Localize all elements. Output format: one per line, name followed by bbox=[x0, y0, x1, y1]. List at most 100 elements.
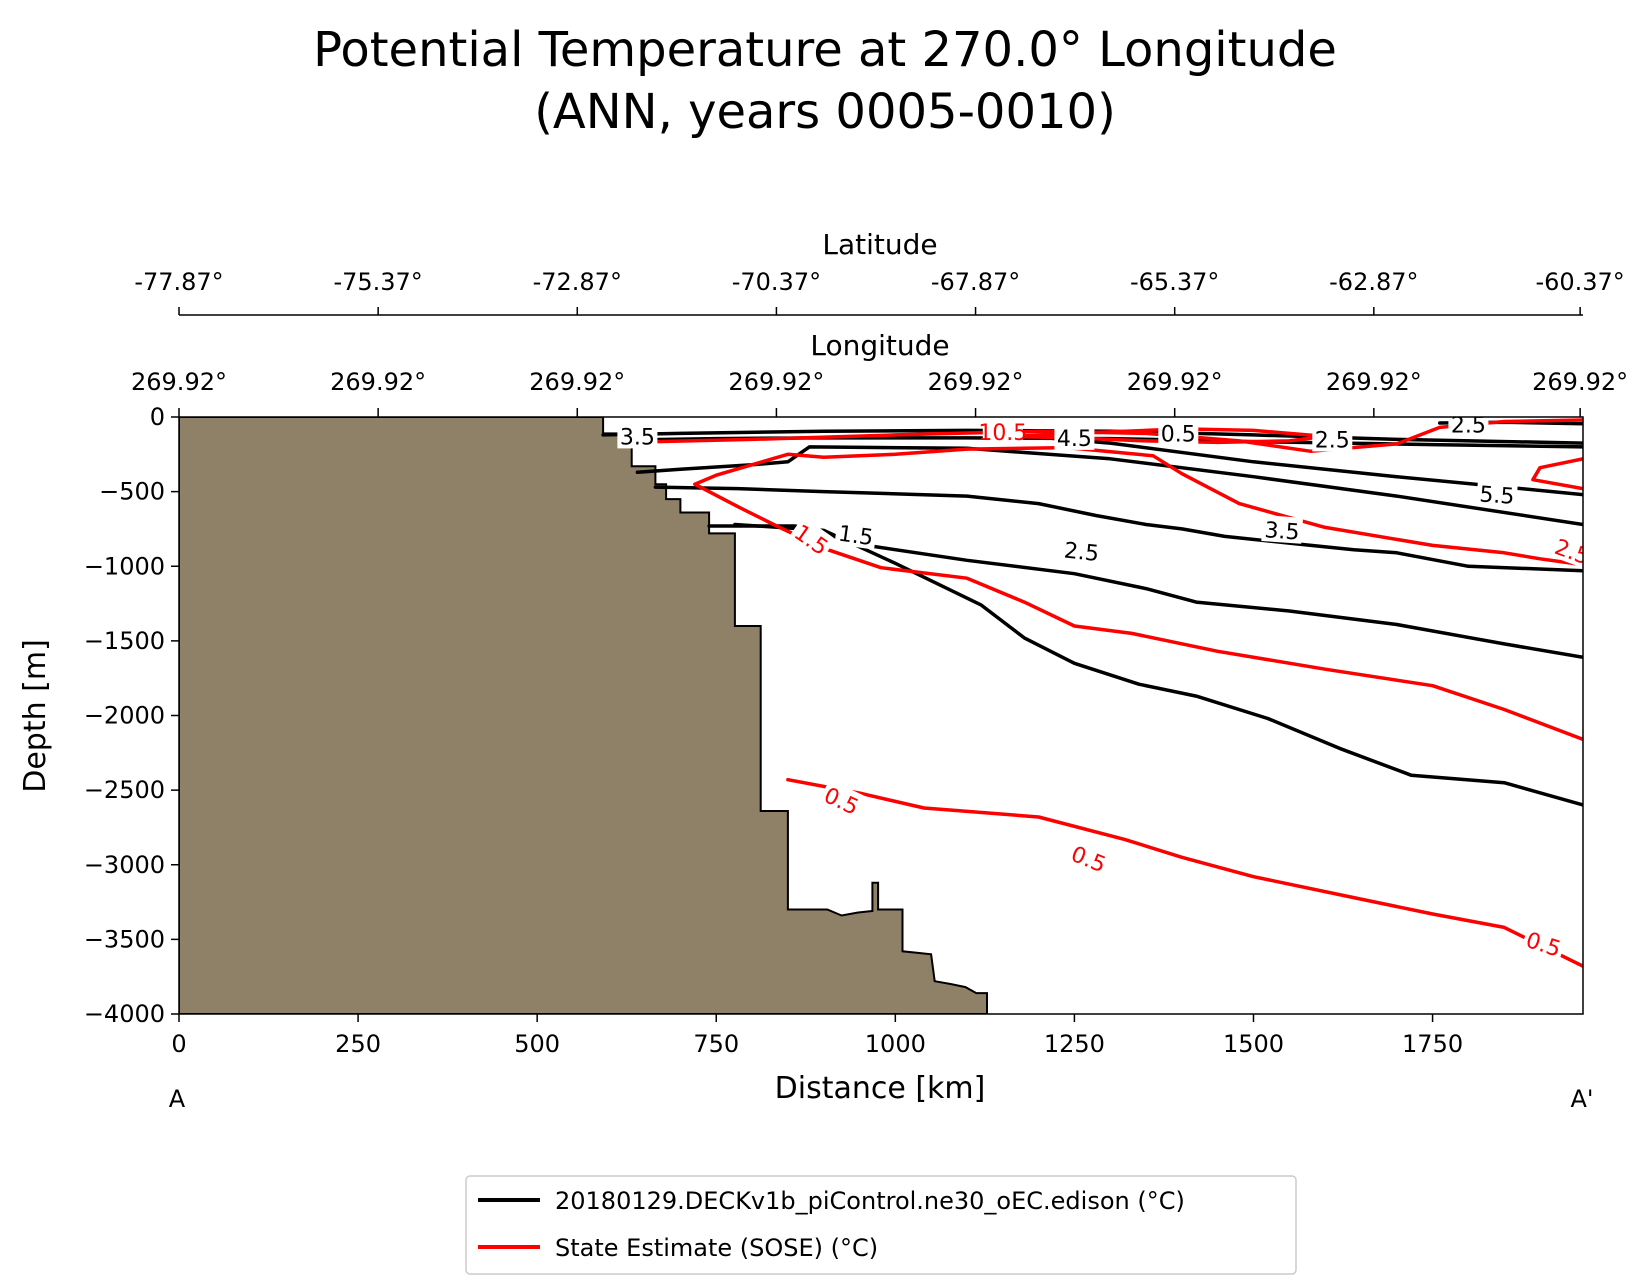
y-axis-label: Depth [m] bbox=[18, 639, 53, 793]
x-tick-label: 1250 bbox=[1044, 1030, 1105, 1058]
chart-title-line2: (ANN, years 0005-0010) bbox=[534, 84, 1116, 140]
y-tick-label: −2000 bbox=[84, 702, 165, 730]
contour-label-gap bbox=[1060, 535, 1103, 566]
contour-label-gap bbox=[982, 417, 1023, 444]
contour-label-gap bbox=[788, 516, 836, 561]
legend-label-observation: State Estimate (SOSE) (°C) bbox=[555, 1234, 878, 1262]
longitude-tick-label: 269.92° bbox=[330, 368, 426, 396]
observation-contour-2p5 bbox=[621, 418, 1583, 454]
contour-label: 1.5 bbox=[834, 518, 878, 551]
model-contour-3p5 bbox=[635, 445, 1583, 527]
longitude-tick-label: 269.92° bbox=[728, 368, 824, 396]
contour-label: 2.5 bbox=[1448, 414, 1489, 439]
contour-label: 5.5 bbox=[1476, 479, 1518, 510]
bathymetry-land bbox=[179, 417, 988, 1014]
chart-title-line1: Potential Temperature at 270.0° Longitud… bbox=[313, 22, 1337, 78]
contour-label-text: 5.5 bbox=[1479, 482, 1516, 509]
x-tick-label: 750 bbox=[693, 1030, 739, 1058]
y-tick-label: −500 bbox=[99, 478, 165, 506]
x-tick-label: 0 bbox=[171, 1030, 186, 1058]
contour-label-text: 3.5 bbox=[620, 425, 655, 450]
contour-label-gap bbox=[1261, 515, 1304, 544]
latitude-axis-label: Latitude bbox=[822, 228, 937, 261]
contour-label-text: 10.5 bbox=[978, 421, 1027, 446]
y-tick-label: −1000 bbox=[84, 552, 165, 580]
contour-label: 0.5 bbox=[1520, 924, 1567, 963]
longitude-tick-label: 269.92° bbox=[131, 368, 227, 396]
x-tick-label: 1750 bbox=[1402, 1030, 1463, 1058]
latitude-tick-label: -65.37° bbox=[1130, 268, 1219, 296]
latitude-tick-label: -75.37° bbox=[333, 268, 422, 296]
longitude-tick-label: 269.92° bbox=[1326, 368, 1422, 396]
contour-label-text: 2.5 bbox=[1063, 539, 1100, 568]
longitude-ticks: 269.92° 269.92° 269.92° 269.92° 269.92° 269.9… bbox=[131, 368, 1628, 417]
contour-label-gap bbox=[1065, 838, 1113, 878]
longitude-tick-label: 269.92° bbox=[928, 368, 1024, 396]
legend: 20180129.DECKv1b_piControl.ne30_oEC.edis… bbox=[465, 1175, 1297, 1275]
x-tick-label: 500 bbox=[514, 1030, 560, 1058]
observation-contour-0p5 bbox=[786, 777, 1583, 968]
x-tick-label: 250 bbox=[335, 1030, 381, 1058]
contour-label-gap bbox=[1158, 419, 1199, 446]
x-tick-label: 1000 bbox=[865, 1030, 926, 1058]
contour-label: 4.5 bbox=[1054, 423, 1095, 452]
y-tick-label: −3000 bbox=[84, 851, 165, 879]
contour-label-gap bbox=[1549, 531, 1583, 570]
contour-label-gap bbox=[1520, 924, 1567, 962]
contour-label: 3.5 bbox=[1261, 515, 1304, 546]
plot-area: 3.5 10.5 4.5 0.5 2.5 2.5 5.5 3.5 2.5 1.51.5 2.5 0.5… bbox=[179, 414, 1592, 1014]
legend-label-model: 20180129.DECKv1b_piControl.ne30_oEC.edis… bbox=[555, 1187, 1185, 1215]
longitude-tick-label: 269.92° bbox=[1532, 368, 1628, 396]
latitude-tick-label: -70.37° bbox=[732, 268, 821, 296]
contour-label-gap bbox=[1448, 417, 1489, 437]
contour-label-gap bbox=[1476, 479, 1518, 508]
contour-label: 0.5 bbox=[1158, 419, 1199, 447]
contour-label-gap bbox=[818, 779, 866, 820]
longitude-axis-label: Longitude bbox=[810, 329, 949, 362]
latitude-tick-label: -67.87° bbox=[931, 268, 1020, 296]
observation-contour-0p5 bbox=[1001, 427, 1327, 445]
observation-contour-2p5 bbox=[693, 445, 1583, 742]
contour-label-text: 0.5 bbox=[1161, 422, 1196, 447]
latitude-ticks: -77.87° -75.37° -72.87° -70.37° -67.87° -65.3… bbox=[134, 268, 1625, 315]
latitude-tick-label: -60.37° bbox=[1535, 268, 1624, 296]
latitude-tick-label: -72.87° bbox=[533, 268, 622, 296]
contour-label: 0.5 bbox=[1065, 838, 1113, 878]
y-tick-label: −3500 bbox=[84, 925, 165, 953]
contour-label-gap bbox=[617, 422, 658, 449]
y-tick-label: 0 bbox=[150, 403, 165, 431]
endpoint-start-label: A bbox=[169, 1085, 186, 1113]
contour-label: 1.5 bbox=[788, 516, 836, 561]
contour-label-text: 4.5 bbox=[1057, 427, 1092, 452]
y-tick-label: −4000 bbox=[84, 1000, 165, 1028]
contour-label-gap bbox=[1312, 425, 1353, 452]
contour-label-text: 3.5 bbox=[1264, 518, 1301, 545]
contour-label-text: 2.5 bbox=[1551, 535, 1592, 570]
contour-label-text: 2.5 bbox=[1315, 428, 1350, 453]
contour-label: 3.5 bbox=[617, 422, 658, 450]
y-axis-ticks: 0 −500 −1000 −1500 −2000 −2500 −3000 −3500 −4000 bbox=[84, 403, 179, 1028]
latitude-tick-label: -77.87° bbox=[134, 268, 223, 296]
contour-label-gap bbox=[834, 518, 878, 550]
legend-frame bbox=[465, 1175, 1297, 1275]
endpoint-end-label: A' bbox=[1570, 1085, 1593, 1113]
x-axis-ticks: 0 250 500 750 1000 1250 1500 1750 bbox=[171, 1014, 1463, 1058]
contour-label: 10.5 bbox=[978, 417, 1027, 446]
contour-label-text: 2.5 bbox=[1451, 414, 1486, 439]
observation-contour-1p5 bbox=[1531, 457, 1583, 491]
longitude-tick-label: 269.92° bbox=[529, 368, 625, 396]
contour-label-gap bbox=[1054, 423, 1095, 450]
contour-label-text: 1.5 bbox=[837, 522, 875, 552]
contour-label: 2.5 bbox=[1312, 425, 1353, 453]
contour-label: 2.5 bbox=[1549, 531, 1592, 570]
latitude-tick-label: -62.87° bbox=[1329, 268, 1418, 296]
longitude-tick-label: 269.92° bbox=[1127, 368, 1223, 396]
x-axis-label: Distance [km] bbox=[775, 1071, 986, 1106]
x-tick-label: 1500 bbox=[1223, 1030, 1284, 1058]
contour-label-text: 0.5 bbox=[1523, 928, 1564, 963]
y-tick-label: −2500 bbox=[84, 776, 165, 804]
model-contour-2p5 bbox=[653, 485, 1583, 573]
y-tick-label: −1500 bbox=[84, 627, 165, 655]
contour-label: 2.5 bbox=[1060, 535, 1103, 567]
